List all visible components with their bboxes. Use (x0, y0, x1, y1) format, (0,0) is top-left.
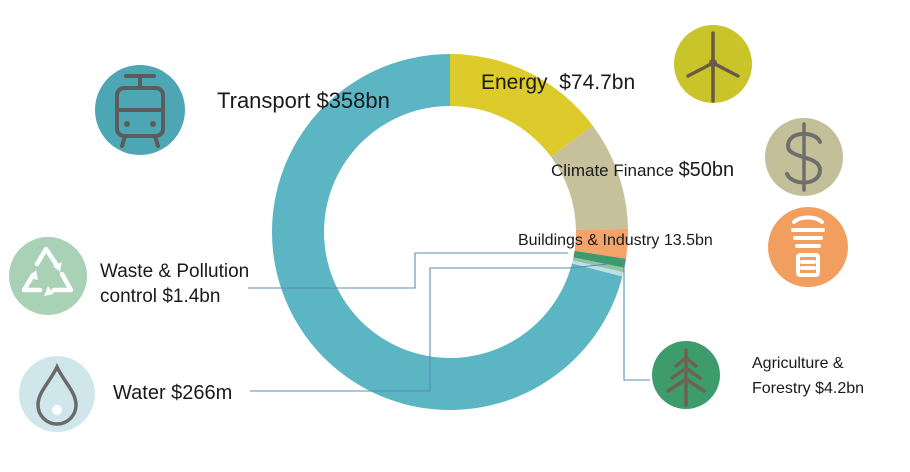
buildings-industry-label: Buildings & Industry 13.5bn (518, 232, 713, 249)
pine-tree-icon (652, 341, 720, 409)
lightbulb-icon (768, 207, 848, 287)
slice-water (571, 260, 624, 277)
leader-line-agriculture (617, 258, 650, 381)
wind-turbine-icon (674, 25, 752, 103)
leader-line-water (250, 263, 609, 392)
transport-label: Transport $358bn (217, 88, 390, 113)
slice-energy (450, 54, 593, 157)
waste-pollution-label: Waste & Pollution control $1.4bn (100, 261, 250, 308)
leader-lines (248, 252, 650, 392)
slice-transport (271, 54, 623, 410)
slice-climate-finance (551, 125, 628, 230)
water-drop-icon (19, 356, 95, 432)
recycle-icon (9, 237, 87, 315)
dollar-icon (765, 118, 843, 196)
leader-line-waste (248, 252, 568, 289)
water-label: Water $266m (113, 382, 233, 404)
energy-label: Energy $74.7bn (481, 71, 636, 94)
climate-finance-label: Climate Finance $50bn (551, 159, 735, 181)
agriculture-forestry-label: Agriculture & Forestry $4.2bn (752, 355, 865, 397)
slice-buildings-industry (574, 228, 628, 259)
tram-icon (95, 65, 185, 155)
slice-agriculture (573, 250, 626, 268)
